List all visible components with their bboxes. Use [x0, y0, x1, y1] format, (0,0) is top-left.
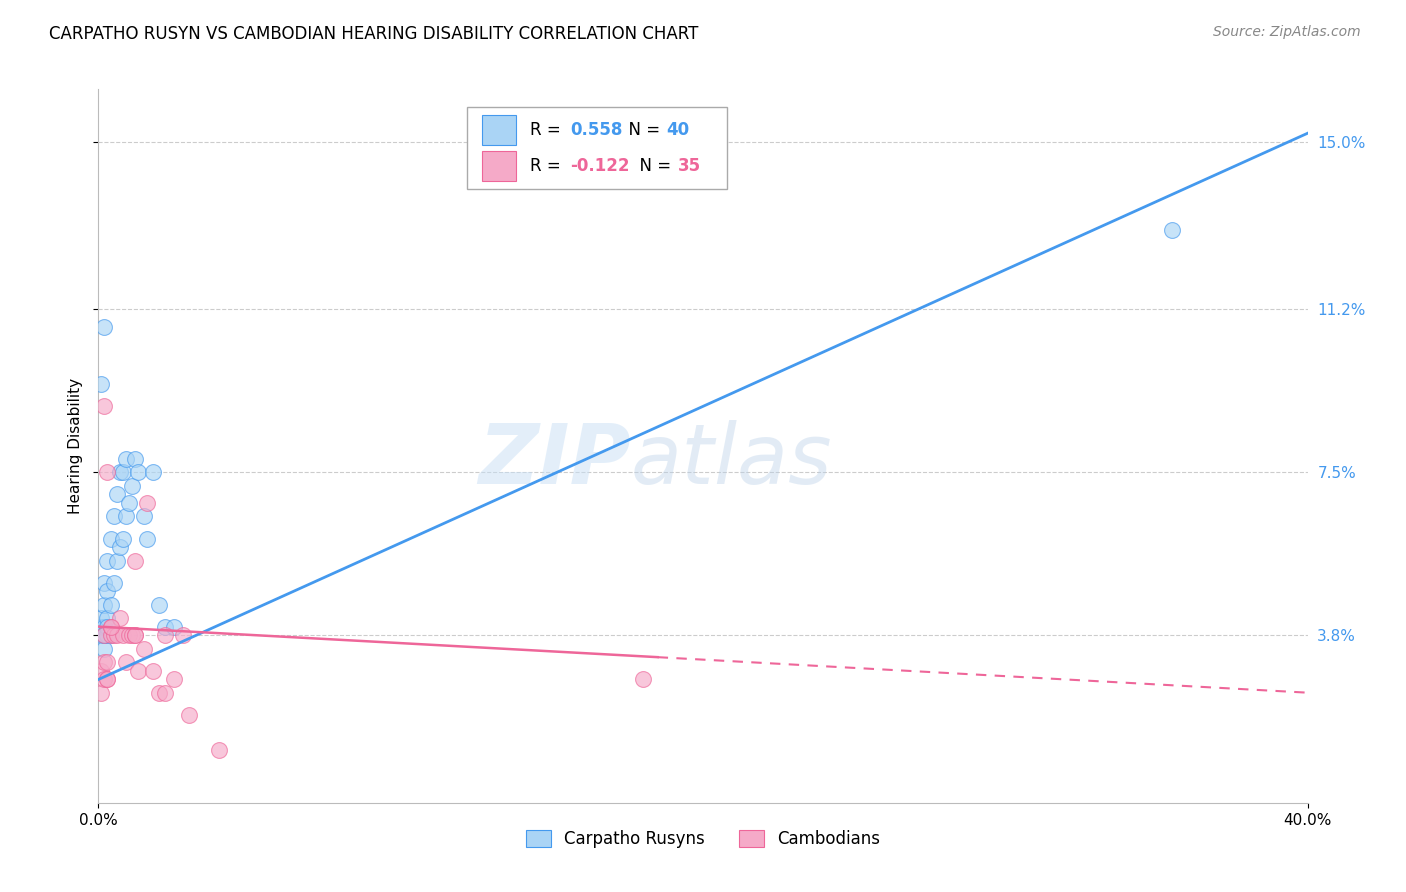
Point	[105, 628, 128, 642]
Point	[108, 541, 131, 555]
Point	[153, 628, 176, 642]
Point	[124, 628, 146, 642]
Point	[111, 532, 134, 546]
Point	[121, 478, 143, 492]
Point	[105, 553, 128, 567]
Point	[148, 686, 170, 700]
Point	[93, 628, 115, 642]
Point	[118, 496, 141, 510]
Point	[118, 628, 141, 642]
Text: 40: 40	[666, 121, 690, 139]
Point	[90, 664, 112, 678]
Point	[124, 553, 146, 567]
Point	[103, 628, 125, 642]
Point	[96, 466, 118, 480]
Point	[124, 452, 146, 467]
Point	[142, 664, 165, 678]
Text: ZIP: ZIP	[478, 420, 630, 500]
Text: R =: R =	[530, 121, 567, 139]
Point	[132, 641, 155, 656]
Point	[111, 628, 134, 642]
Point	[93, 598, 115, 612]
Text: N =: N =	[630, 157, 676, 175]
Point	[90, 611, 112, 625]
Point	[93, 400, 115, 414]
Point	[114, 655, 136, 669]
Point	[631, 673, 654, 687]
Point	[90, 619, 112, 633]
Point	[96, 619, 118, 633]
Point	[127, 466, 149, 480]
Point	[96, 584, 118, 599]
Point	[163, 673, 186, 687]
FancyBboxPatch shape	[482, 115, 516, 145]
Point	[148, 598, 170, 612]
Point	[90, 628, 112, 642]
Y-axis label: Hearing Disability: Hearing Disability	[67, 378, 83, 514]
Point	[93, 628, 115, 642]
Text: N =: N =	[619, 121, 665, 139]
Point	[96, 628, 118, 642]
Point	[100, 628, 122, 642]
Point	[163, 619, 186, 633]
Point	[100, 598, 122, 612]
Point	[93, 320, 115, 334]
Point	[103, 575, 125, 590]
Point	[93, 655, 115, 669]
Point	[208, 743, 231, 757]
Point	[96, 673, 118, 687]
Point	[105, 487, 128, 501]
Point	[132, 509, 155, 524]
Point	[96, 655, 118, 669]
FancyBboxPatch shape	[482, 151, 516, 180]
Text: atlas: atlas	[630, 420, 832, 500]
Point	[172, 628, 194, 642]
Point	[93, 673, 115, 687]
Text: 0.558: 0.558	[569, 121, 623, 139]
Point	[96, 553, 118, 567]
Point	[100, 532, 122, 546]
Point	[100, 619, 122, 633]
Point	[93, 575, 115, 590]
Text: 35: 35	[678, 157, 700, 175]
Point	[124, 628, 146, 642]
Point	[90, 686, 112, 700]
Point	[108, 466, 131, 480]
Point	[114, 452, 136, 467]
Point	[93, 628, 115, 642]
Point	[114, 509, 136, 524]
Point	[93, 641, 115, 656]
Point	[121, 628, 143, 642]
Text: R =: R =	[530, 157, 567, 175]
Point	[153, 619, 176, 633]
Point	[142, 466, 165, 480]
Point	[100, 628, 122, 642]
Point	[127, 664, 149, 678]
Point	[108, 611, 131, 625]
Text: CARPATHO RUSYN VS CAMBODIAN HEARING DISABILITY CORRELATION CHART: CARPATHO RUSYN VS CAMBODIAN HEARING DISA…	[49, 25, 699, 43]
Point	[96, 673, 118, 687]
Legend: Carpatho Rusyns, Cambodians: Carpatho Rusyns, Cambodians	[519, 823, 887, 855]
Point	[103, 509, 125, 524]
Point	[135, 532, 157, 546]
FancyBboxPatch shape	[467, 107, 727, 189]
Point	[93, 619, 115, 633]
Point	[96, 611, 118, 625]
Point	[179, 707, 201, 722]
Point	[135, 496, 157, 510]
Text: -0.122: -0.122	[569, 157, 630, 175]
Point	[90, 377, 112, 392]
Point	[1160, 223, 1182, 237]
Point	[153, 686, 176, 700]
Text: Source: ZipAtlas.com: Source: ZipAtlas.com	[1213, 25, 1361, 39]
Point	[111, 466, 134, 480]
Point	[100, 619, 122, 633]
